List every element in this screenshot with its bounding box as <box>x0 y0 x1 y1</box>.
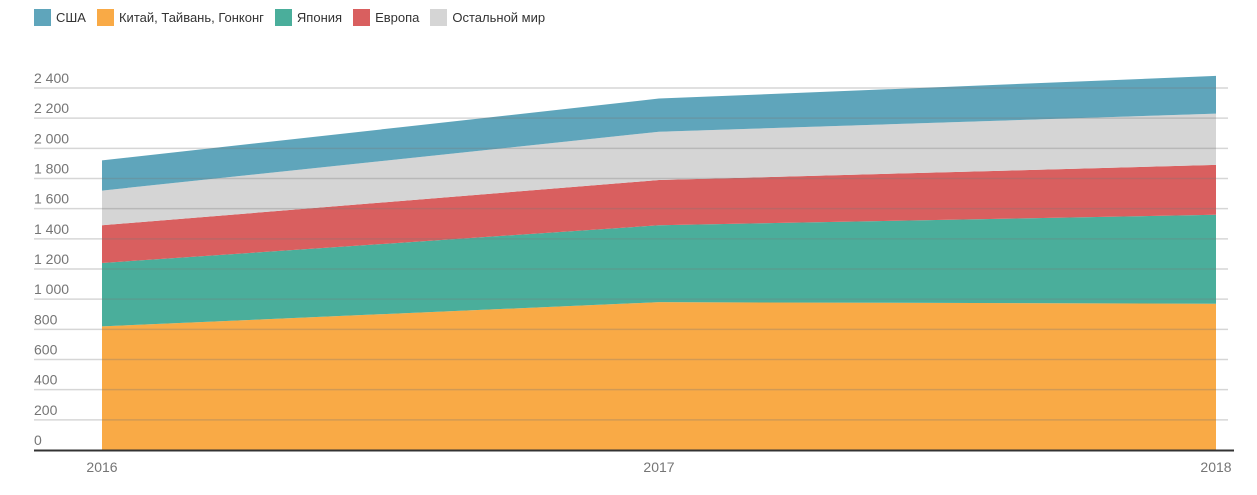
y-tick-label: 1 200 <box>34 251 69 267</box>
legend-swatch-china <box>96 9 114 26</box>
y-tick-label: 0 <box>34 432 42 448</box>
y-tick-label: 1 600 <box>34 191 69 207</box>
legend-swatch-europe <box>353 9 371 26</box>
legend-item-china[interactable]: Китай, Тайвань, Гонконг <box>96 9 264 26</box>
x-tick-label: 2018 <box>1200 459 1231 475</box>
legend-swatch-usa <box>34 9 51 26</box>
legend-item-usa[interactable]: США <box>34 9 86 26</box>
legend-swatch-rest <box>430 9 448 26</box>
area-series-0 <box>102 75 1216 191</box>
legend-label-rest: Остальной мир <box>452 10 546 25</box>
legend-label-usa: США <box>56 10 86 25</box>
legend: США Китай, Тайвань, Гонконг Япония Европ… <box>34 9 556 26</box>
y-tick-label: 2 200 <box>34 100 69 116</box>
legend-item-japan[interactable]: Япония <box>274 9 343 26</box>
y-tick-label: 600 <box>34 342 58 358</box>
y-tick-label: 400 <box>34 372 58 388</box>
area-series-2 <box>102 214 1216 327</box>
y-tick-label: 1 400 <box>34 221 69 237</box>
y-tick-label: 1 800 <box>34 161 69 177</box>
x-tick-label: 2016 <box>86 459 117 475</box>
legend-label-europe: Европа <box>375 10 420 25</box>
x-tick-label: 2017 <box>643 459 674 475</box>
legend-swatch-japan <box>274 9 292 26</box>
area-series-1 <box>102 302 1216 450</box>
y-tick-label: 2 400 <box>34 70 69 86</box>
legend-label-china: Китай, Тайвань, Гонконг <box>118 10 264 25</box>
y-tick-label: 800 <box>34 311 58 327</box>
legend-label-japan: Япония <box>296 10 343 25</box>
legend-item-europe[interactable]: Европа <box>353 9 419 26</box>
area-series-3 <box>102 164 1216 263</box>
legend-item-rest[interactable]: Остальной мир <box>430 9 545 26</box>
y-tick-label: 200 <box>34 402 58 418</box>
y-tick-label: 2 000 <box>34 130 69 146</box>
area-series-4 <box>102 113 1216 226</box>
y-tick-label: 1 000 <box>34 281 69 297</box>
